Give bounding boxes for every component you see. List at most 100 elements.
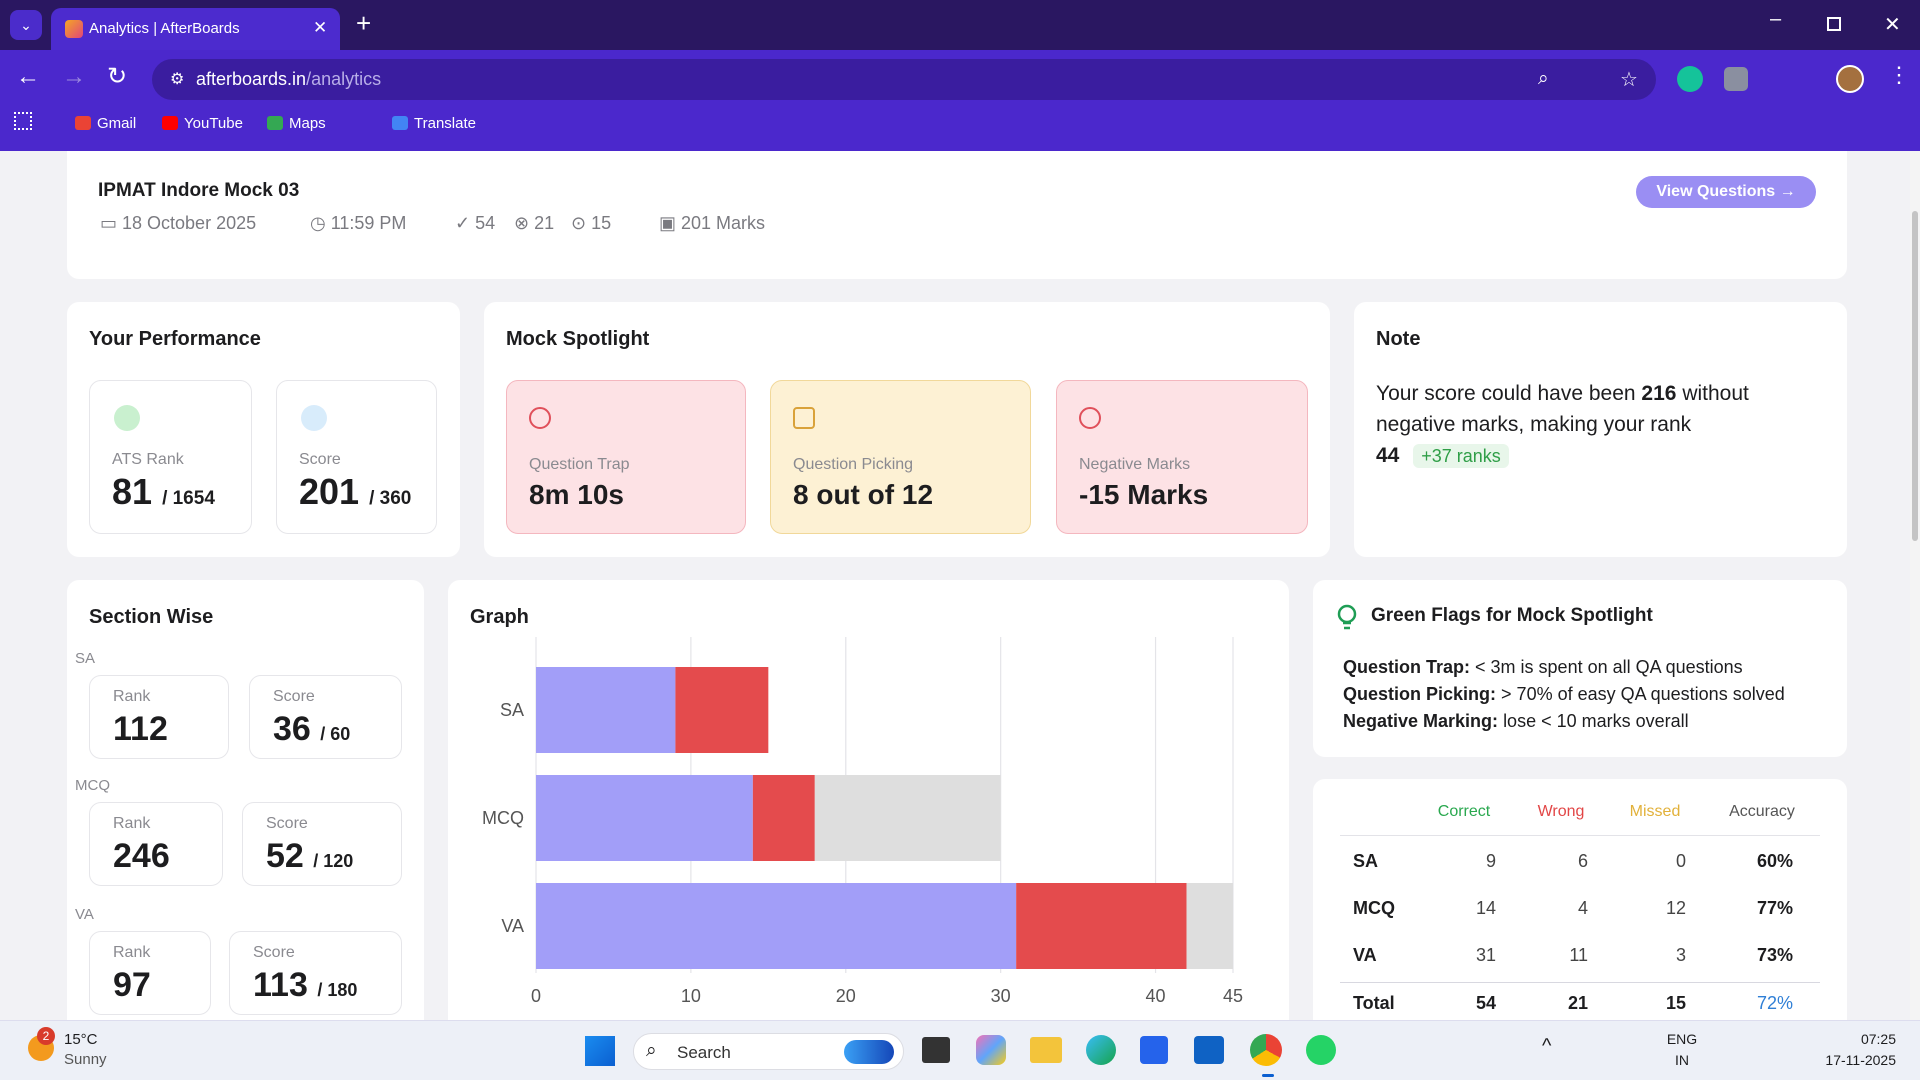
view-questions-button[interactable]: View Questions → bbox=[1636, 176, 1816, 208]
rank-value: 97 bbox=[113, 966, 151, 1004]
score-label: Score bbox=[266, 815, 308, 832]
minimize[interactable]: – bbox=[1770, 8, 1782, 30]
correct: ✓ 54 bbox=[455, 213, 496, 233]
header-card: IPMAT Indore Mock 03 ▭ 18 October 2025 ◷… bbox=[67, 151, 1847, 279]
section-wise-card: Section Wise SA Rank 112 Score 36 / 60 MCQ Ran… bbox=[67, 580, 424, 1020]
x-tick-label: 30 bbox=[991, 986, 1011, 1006]
region[interactable]: IN bbox=[1675, 1052, 1689, 1068]
bar-segment bbox=[1016, 883, 1187, 969]
maximize[interactable] bbox=[1827, 17, 1841, 31]
url-domain: afterboards.in bbox=[196, 69, 307, 89]
forward[interactable]: → bbox=[62, 63, 86, 90]
bookmark-label: Translate bbox=[414, 114, 476, 132]
score-value: 113 / 180 bbox=[253, 966, 357, 1005]
row-label: VA bbox=[1353, 945, 1377, 965]
app-icon[interactable] bbox=[976, 1035, 1006, 1065]
search-box[interactable]: ⌕ Search bbox=[633, 1033, 904, 1070]
count-cell: 21 bbox=[1567, 993, 1588, 1013]
url-path: /analytics bbox=[306, 69, 382, 89]
app-icon[interactable] bbox=[922, 1037, 950, 1063]
tray-expand[interactable]: ^ bbox=[1542, 1035, 1552, 1057]
count-cell: 31 bbox=[1475, 945, 1496, 965]
spotlight-icon bbox=[529, 407, 551, 429]
bar-segment bbox=[536, 883, 1017, 969]
score-number: 52 bbox=[266, 837, 304, 875]
app-icon[interactable] bbox=[1030, 1037, 1062, 1063]
y-tick-label: VA bbox=[501, 916, 524, 936]
skipped-count: 15 bbox=[591, 213, 612, 233]
score-box: Score 113 / 180 bbox=[229, 931, 402, 1015]
app-icon[interactable] bbox=[1140, 1036, 1168, 1064]
close-window[interactable]: ✕ bbox=[1884, 14, 1901, 36]
bookmark-star[interactable]: ☆ bbox=[1620, 69, 1638, 91]
rank-label: Rank bbox=[113, 688, 151, 705]
extension[interactable] bbox=[1724, 67, 1748, 91]
flag-label: Question Picking: bbox=[1343, 684, 1497, 704]
accuracy-cell: 72% bbox=[1756, 993, 1793, 1013]
bar-segment bbox=[814, 775, 1001, 861]
count-cell: 3 bbox=[1675, 945, 1686, 965]
count-cell: 12 bbox=[1665, 898, 1686, 918]
active-tab[interactable]: Analytics | AfterBoards ✕ bbox=[51, 8, 340, 50]
app-icon[interactable] bbox=[1194, 1036, 1224, 1064]
extension[interactable] bbox=[1677, 66, 1703, 92]
performance-card: Your Performance ATS Rank 81 / 1654 Score 2… bbox=[67, 302, 460, 557]
zoom[interactable]: ⌕ bbox=[1538, 68, 1549, 89]
score-total: / 120 bbox=[313, 851, 354, 871]
bar-segment bbox=[675, 667, 769, 753]
favicon bbox=[65, 20, 83, 38]
accuracy-cell: 77% bbox=[1756, 898, 1793, 918]
note-score: 216 bbox=[1641, 382, 1677, 405]
tab-menu[interactable]: ⌄ bbox=[10, 10, 42, 40]
tab-close[interactable]: ✕ bbox=[313, 18, 328, 37]
spotlight-value: 8 out of 12 bbox=[793, 479, 934, 510]
score-value: 52 / 120 bbox=[266, 837, 353, 876]
score-total: / 180 bbox=[317, 980, 358, 1000]
bar-segment bbox=[1186, 883, 1233, 969]
scrollbar[interactable] bbox=[1910, 151, 1920, 1020]
spotlight-icon bbox=[1079, 407, 1101, 429]
mock-title: IPMAT Indore Mock 03 bbox=[98, 180, 300, 201]
y-tick-label: MCQ bbox=[482, 808, 524, 828]
bookmark[interactable]: YouTube bbox=[162, 113, 243, 133]
apps[interactable] bbox=[14, 112, 32, 130]
stat-total: / 360 bbox=[369, 488, 412, 509]
spotlight-label: Question Trap bbox=[529, 456, 630, 473]
bookmark-icon bbox=[267, 116, 283, 130]
flag-text: < 3m is spent on all QA questions bbox=[1475, 657, 1743, 677]
menu[interactable]: ⋮ bbox=[1888, 62, 1910, 87]
wrong: ⊗ 21 bbox=[514, 213, 555, 233]
bookmark[interactable]: Gmail bbox=[75, 113, 136, 133]
back[interactable]: ← bbox=[16, 63, 40, 90]
site-info[interactable]: ⚙ bbox=[170, 71, 185, 88]
weather: Sunny bbox=[64, 1051, 107, 1068]
rank-label: Rank bbox=[113, 815, 151, 832]
bookmark-icon bbox=[75, 116, 91, 130]
bookmark[interactable]: Maps bbox=[267, 113, 326, 133]
app-icon[interactable] bbox=[1306, 1035, 1336, 1065]
x-tick-label: 20 bbox=[836, 986, 856, 1006]
bar-segment bbox=[752, 775, 815, 861]
new-tab[interactable]: + bbox=[356, 8, 372, 38]
score-number: 36 bbox=[273, 710, 311, 748]
bookmark[interactable]: Translate bbox=[392, 113, 476, 133]
profile[interactable] bbox=[1836, 65, 1864, 93]
chart: 0 10 20 30 40 45 SA MCQ VA bbox=[482, 637, 1243, 1006]
address-bar[interactable]: ⚙ afterboards.in/analytics ⌕ ☆ bbox=[152, 59, 1656, 100]
score-value: 36 / 60 bbox=[273, 710, 350, 749]
bookmark-label: YouTube bbox=[184, 114, 243, 132]
time-text: 11:59 PM bbox=[330, 213, 407, 233]
scroll-thumb[interactable] bbox=[1912, 211, 1918, 541]
count-cell: 4 bbox=[1577, 898, 1588, 918]
score-number: 113 bbox=[253, 966, 308, 1004]
start-button[interactable] bbox=[585, 1036, 615, 1066]
app-icon[interactable] bbox=[1086, 1035, 1116, 1065]
clock-time[interactable]: 07:25 bbox=[1860, 1031, 1896, 1047]
clock-date[interactable]: 17-11-2025 bbox=[1825, 1052, 1896, 1068]
note-card: Note Your score could have been 216 with… bbox=[1354, 302, 1847, 557]
bookmark-icon bbox=[392, 116, 408, 130]
stat-icon bbox=[301, 405, 327, 431]
reload[interactable]: ↻ bbox=[107, 63, 128, 90]
language[interactable]: ENG bbox=[1666, 1031, 1698, 1047]
app-icon[interactable] bbox=[1250, 1034, 1282, 1066]
